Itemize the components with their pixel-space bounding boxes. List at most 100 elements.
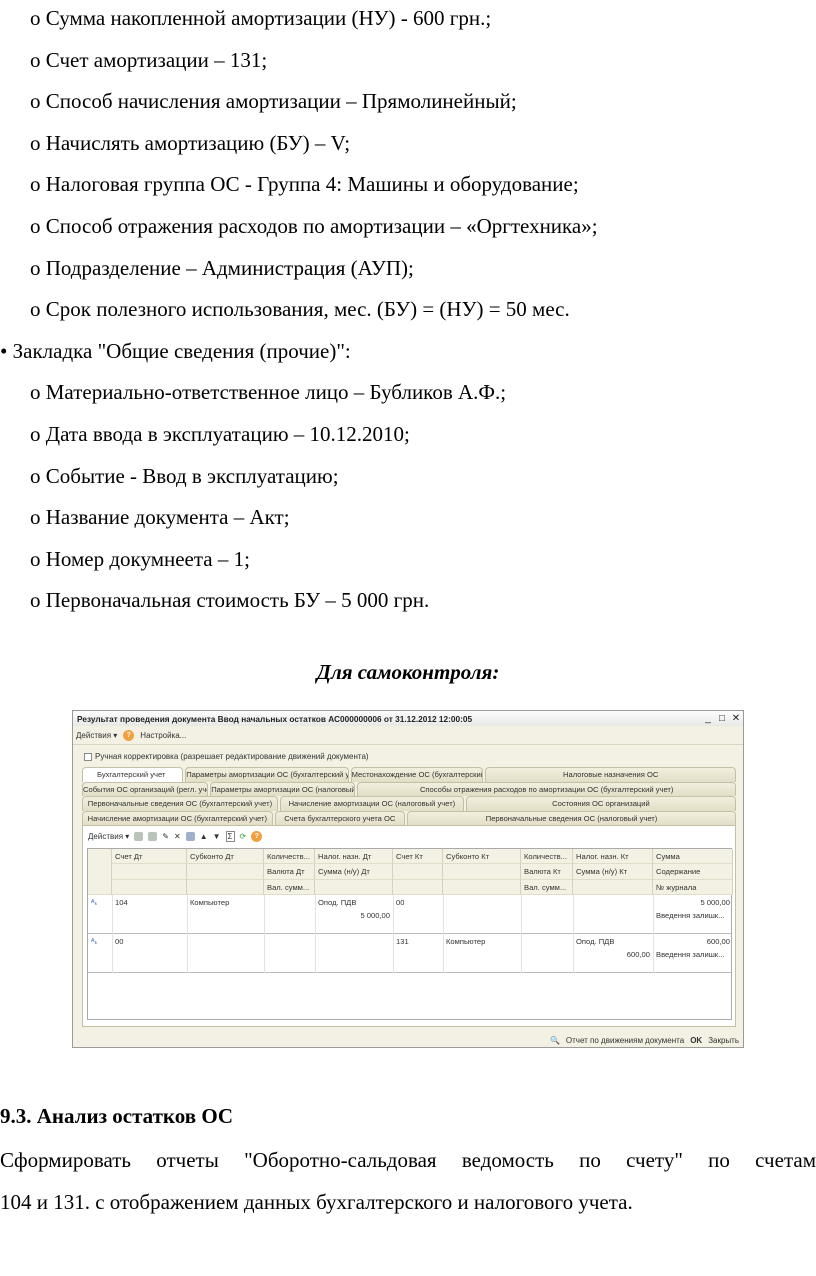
- list-item: о Налоговая группа ОС - Группа 4: Машины…: [30, 172, 579, 197]
- column-header: [187, 879, 264, 895]
- column-header: Количеств...: [521, 849, 573, 865]
- tab[interactable]: Состояния ОС организаций: [465, 796, 736, 811]
- column-header: Вал. сумм...: [521, 879, 573, 895]
- tab-row: Начисление амортизации ОС (бухгалтерский…: [82, 810, 736, 825]
- column-header: [443, 879, 521, 895]
- column-divider: [393, 895, 394, 973]
- tab[interactable]: Начисление амортизации ОС (налоговый уче…: [279, 796, 464, 811]
- report-button[interactable]: Отчет по движениям документа: [565, 1036, 685, 1045]
- move-up-icon[interactable]: ▲: [199, 831, 208, 841]
- document-result-window: Результат проведения документа Ввод нача…: [72, 710, 744, 1048]
- table-cell: 5 000,00: [360, 911, 390, 920]
- tab[interactable]: Способы отражения расходов по амортизаци…: [357, 781, 736, 796]
- copy-icon[interactable]: [148, 831, 158, 841]
- list-item: о Способ начисления амортизации – Прямол…: [30, 89, 517, 114]
- window-footer: 🔍 Отчет по движениям документа OK Закрыт…: [550, 1036, 739, 1045]
- table-cell: Опод. ПДВ: [576, 937, 615, 946]
- row-divider: [88, 972, 731, 973]
- paragraph-line: 104 и 131. с отображением данных бухгалт…: [0, 1190, 633, 1214]
- minimize-button[interactable]: _: [705, 713, 711, 724]
- section-title: 9.3. Анализ остатков ОС: [0, 1104, 234, 1128]
- manual-correction-checkbox[interactable]: Ручная корректировка (разрешает редактир…: [84, 752, 369, 761]
- table-cell: Введення залишк...: [656, 950, 725, 959]
- column-header: Сумма (н/у) Кт: [573, 864, 653, 880]
- table-cell: 600,00: [706, 937, 730, 946]
- tab-row: Бухгалтерский учет Параметры амортизации …: [82, 767, 736, 782]
- maximize-button[interactable]: □: [718, 713, 726, 724]
- settings-button[interactable]: Настройка...: [140, 730, 187, 740]
- edit-icon[interactable]: ✎: [162, 831, 169, 841]
- tab[interactable]: Местонахождение ОС (бухгалтерский учет): [350, 767, 484, 782]
- checkbox-box[interactable]: [84, 752, 92, 761]
- column-header: Налог. назн. Дт: [315, 849, 393, 865]
- column-header: Количеств...: [264, 849, 315, 865]
- table-cell: Введення залишк...: [656, 911, 725, 920]
- column-header: [393, 879, 443, 895]
- column-header: [112, 864, 187, 880]
- column-header: Валюта Дт: [264, 864, 315, 880]
- list-item: о Сумма накопленной амортизации (НУ) - 6…: [30, 6, 492, 30]
- tab[interactable]: Бухгалтерский учет: [82, 767, 184, 782]
- table-cell: 00: [115, 937, 124, 946]
- tab[interactable]: Параметры амортизации ОС (налоговый учет…: [210, 781, 356, 796]
- tab[interactable]: Начисление амортизации ОС (бухгалтерский…: [82, 810, 273, 825]
- tab[interactable]: События ОС организаций (регл. учет): [82, 781, 209, 796]
- save-icon[interactable]: [185, 831, 195, 841]
- row-divider: [88, 933, 731, 934]
- column-divider: [573, 895, 574, 973]
- list-item: о Дата ввода в эксплуатацию – 10.12.2010…: [30, 422, 410, 446]
- column-divider: [264, 895, 265, 973]
- table-cell: 131: [396, 937, 409, 946]
- tab[interactable]: Счета бухгалтерского учета ОС: [274, 810, 406, 825]
- table-actions-menu[interactable]: Действия ▾: [88, 831, 130, 841]
- list-item: • Закладка "Общие сведения (прочие)":: [0, 338, 351, 363]
- report-icon: 🔍: [549, 1036, 560, 1045]
- tab[interactable]: Первоначальные сведения ОС (бухгалтерски…: [82, 796, 278, 811]
- actions-menu[interactable]: Действия ▾: [76, 730, 118, 740]
- checkbox-label: Ручная корректировка (разрешает редактир…: [95, 752, 369, 761]
- table-cell: [264, 934, 315, 949]
- paragraph-line: Сформировать отчеты "Оборотно-сальдовая …: [0, 1148, 816, 1172]
- column-header: [112, 879, 187, 895]
- help-icon[interactable]: ?: [251, 830, 263, 842]
- column-header: Счет Кт: [393, 849, 443, 865]
- column-header: [393, 864, 443, 880]
- column-header: [187, 864, 264, 880]
- tab-strip: Бухгалтерский учет Параметры амортизации …: [82, 767, 736, 825]
- ok-button[interactable]: OK: [690, 1036, 703, 1045]
- table-cell: Компьютер: [446, 937, 486, 946]
- move-down-icon[interactable]: ▼: [212, 831, 221, 841]
- table-cell: 104: [115, 898, 128, 907]
- column-divider: [443, 895, 444, 973]
- table-cell: [521, 895, 573, 910]
- help-icon[interactable]: ?: [123, 729, 135, 741]
- column-header: № журнала: [653, 879, 733, 895]
- column-header: Вал. сумм...: [264, 879, 315, 895]
- movements-table: Счет Дт Субконто Дт Количеств... Валюта Дт В…: [87, 848, 733, 1020]
- movement-icon: ᴬₖ: [91, 937, 98, 946]
- list-item: о Срок полезного использования, мес. (БУ…: [30, 297, 570, 322]
- table-cell: [573, 895, 653, 910]
- tab[interactable]: Налоговые назначения ОС: [485, 767, 736, 782]
- tab[interactable]: Первоначальные сведения ОС (налоговый уч…: [407, 810, 736, 825]
- delete-icon[interactable]: ✕: [174, 831, 181, 841]
- add-icon[interactable]: [134, 831, 144, 841]
- tab-row: События ОС организаций (регл. учет) Парам…: [82, 781, 736, 796]
- column-divider: [653, 895, 654, 973]
- table-cell: 00: [396, 898, 405, 907]
- sum-icon[interactable]: Σ: [225, 830, 235, 842]
- column-header: [573, 879, 653, 895]
- close-icon[interactable]: ✕: [731, 713, 741, 724]
- table-cell: 600,00: [626, 950, 650, 959]
- column-header: Сумма: [653, 849, 733, 865]
- column-header: Налог. назн. Кт: [573, 849, 653, 865]
- table-toolbar: Действия ▾ ✎ ✕ ▲ ▼ Σ ⟳ ?: [83, 826, 735, 846]
- list-item: о Подразделение – Администрация (АУП);: [30, 255, 414, 280]
- column-header: Сумма (н/у) Дт: [315, 864, 393, 880]
- table-cell: Опод. ПДВ: [318, 898, 357, 907]
- close-button[interactable]: Закрыть: [708, 1036, 739, 1045]
- column-header: Счет Дт: [112, 849, 187, 865]
- toolbar: Действия ▾ ? Настройка...: [73, 726, 743, 745]
- refresh-icon[interactable]: ⟳: [239, 831, 247, 841]
- tab[interactable]: Параметры амортизации ОС (бухгалтерский …: [185, 767, 349, 782]
